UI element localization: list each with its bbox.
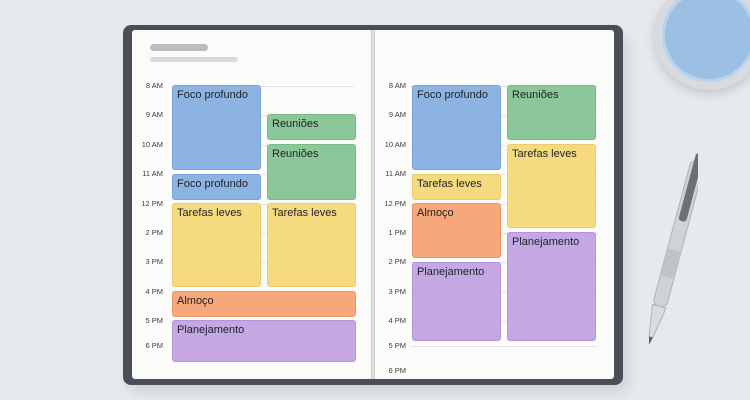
event-block[interactable]: Planejamento (172, 320, 356, 362)
grid-line (410, 174, 598, 175)
time-label: 5 PM (388, 341, 406, 350)
event-block[interactable]: Tarefas leves (412, 174, 501, 200)
grid-line (410, 204, 598, 205)
time-label: 11 AM (142, 169, 163, 178)
grid-line (410, 86, 598, 87)
event-block[interactable]: Tarefas leves (172, 203, 261, 287)
grid-line (410, 321, 598, 322)
event-block[interactable]: Reuniões (267, 144, 356, 200)
water-surface (662, 0, 750, 82)
time-label: 2 PM (145, 228, 163, 237)
pen (648, 153, 698, 345)
left-page: 8 AM 9 AM 10 AM 11 AM 12 PM 2 PM 3 PM 4 … (132, 30, 372, 379)
time-label: 9 AM (388, 110, 406, 119)
grid-line (172, 86, 354, 87)
grid-line (410, 292, 598, 293)
grid-line (410, 346, 598, 347)
planner-spine (371, 30, 375, 379)
event-block[interactable]: Tarefas leves (507, 144, 596, 228)
left-page-subheader-bar (150, 57, 238, 62)
right-page: 8 AM 9 AM 10 AM 11 AM 12 PM 1 PM 2 PM 3 … (374, 30, 614, 379)
grid-line (172, 204, 354, 205)
time-label: 12 PM (384, 199, 406, 208)
time-label: 10 AM (384, 140, 406, 149)
event-block[interactable]: Almoço (172, 291, 356, 317)
event-block[interactable]: Foco profundo (172, 85, 261, 170)
grid-line (172, 145, 354, 146)
time-label: 12 PM (141, 199, 163, 208)
event-block[interactable]: Almoço (412, 203, 501, 258)
water-cup (654, 0, 750, 90)
time-label: 1 PM (388, 228, 406, 237)
left-page-header-bar (150, 44, 208, 51)
time-label: 6 PM (145, 341, 163, 350)
time-label: 11 AM (385, 169, 406, 178)
time-label: 4 PM (388, 316, 406, 325)
time-label: 9 AM (145, 110, 163, 119)
grid-line (172, 174, 354, 175)
grid-line (410, 233, 598, 234)
grid-line (172, 262, 354, 263)
event-block[interactable]: Planejamento (507, 232, 596, 341)
time-label: 8 AM (388, 81, 406, 90)
time-label: 10 AM (141, 140, 163, 149)
time-label: 8 AM (145, 81, 163, 90)
planner: 8 AM 9 AM 10 AM 11 AM 12 PM 2 PM 3 PM 4 … (123, 25, 623, 385)
event-block[interactable]: Foco profundo (172, 174, 261, 200)
event-block[interactable]: Reuniões (267, 114, 356, 140)
event-block[interactable]: Planejamento (412, 262, 501, 341)
time-label: 6 PM (388, 366, 406, 375)
time-label: 3 PM (388, 287, 406, 296)
grid-line (172, 233, 354, 234)
time-label: 5 PM (145, 316, 163, 325)
grid-line (410, 262, 598, 263)
time-label: 2 PM (388, 257, 406, 266)
event-block[interactable]: Foco profundo (412, 85, 501, 170)
event-block[interactable]: Tarefas leves (267, 203, 356, 287)
event-block[interactable]: Reuniões (507, 85, 596, 140)
grid-line (410, 145, 598, 146)
time-label: 4 PM (145, 287, 163, 296)
time-label: 3 PM (145, 257, 163, 266)
grid-line (172, 115, 354, 116)
grid-line (410, 115, 598, 116)
